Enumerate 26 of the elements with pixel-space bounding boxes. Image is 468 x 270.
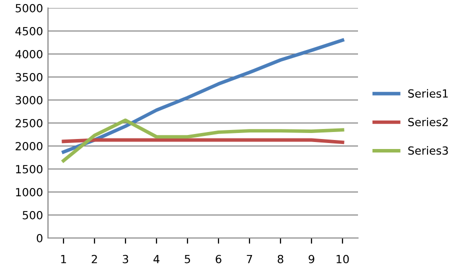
legend-label: Series2 — [408, 118, 448, 126]
legend-label: Series3 — [408, 146, 448, 155]
y-tick-label: 5000 — [16, 4, 42, 12]
x-tick-label: 3 — [122, 254, 128, 264]
x-tick-label: 8 — [278, 254, 284, 264]
line-series — [62, 118, 344, 162]
x-tick-label: 6 — [216, 254, 222, 264]
x-tick-label: 4 — [154, 255, 160, 264]
x-tick-label: 5 — [184, 255, 190, 264]
y-tick-label: 2500 — [16, 118, 42, 128]
x-tick-label: 7 — [246, 255, 252, 264]
y-tick-label: 1500 — [16, 164, 42, 174]
x-tick-label: 2 — [92, 254, 97, 264]
x-tick-label: 10 — [336, 254, 349, 264]
y-tick-label: 500 — [22, 210, 42, 220]
y-tick-label: 4000 — [15, 50, 42, 58]
y-tick-label: 3500 — [16, 72, 42, 82]
y-tick-label: 0 — [36, 234, 42, 242]
x-tick-label: 9 — [308, 254, 314, 264]
y-tick-label: 2000 — [16, 142, 42, 150]
x-tick-label: 1 — [61, 255, 66, 264]
legend-label: Series1 — [408, 89, 448, 98]
line-series — [62, 38, 344, 154]
y-tick-label: 1000 — [16, 188, 42, 196]
y-tick-label: 3000 — [16, 96, 42, 104]
y-tick-label: 4500 — [15, 26, 42, 36]
